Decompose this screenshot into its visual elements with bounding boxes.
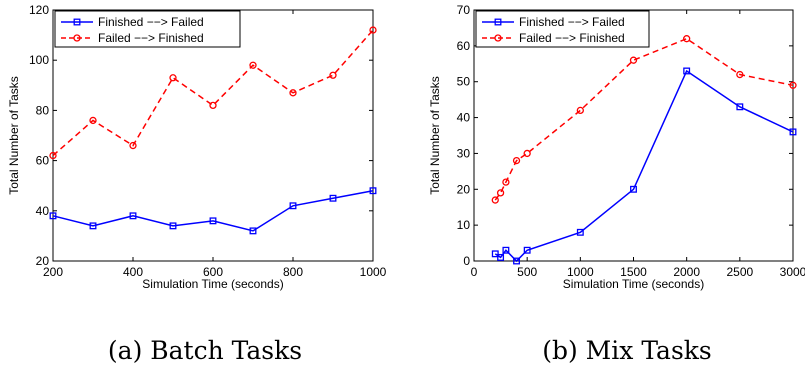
x-tick-label: 0: [471, 265, 478, 279]
y-axis-label: Total Number of Tasks: [428, 76, 442, 195]
x-axis-label: Simulation Time (seconds): [142, 277, 283, 291]
legend-entry-label: Failed −−> Finished: [98, 31, 204, 45]
x-tick-label: 800: [283, 265, 303, 279]
data-point: [512, 156, 521, 165]
data-point: [89, 116, 97, 125]
y-tick-label: 20: [36, 254, 50, 268]
data-point: [523, 149, 531, 158]
series-line: [494, 69, 794, 263]
legend-swatch-marker: [494, 18, 502, 26]
legend-entry-label: Finished −−> Failed: [98, 15, 204, 29]
data-point: [289, 89, 297, 97]
y-tick-label: 60: [457, 39, 471, 53]
y-tick-label: 50: [457, 75, 471, 89]
data-point: [502, 246, 510, 254]
caption-mix-tasks: (b) Mix Tasks: [542, 336, 712, 365]
y-tick-label: 10: [457, 218, 471, 232]
data-point: [169, 74, 177, 82]
series-failed-to-finished: [491, 35, 797, 204]
y-tick-label: 40: [457, 111, 471, 125]
legend: Finished −−> Failed Failed −−> Finished: [475, 10, 650, 48]
x-tick-label: 200: [43, 265, 63, 279]
data-point: [249, 227, 257, 235]
x-tick-label: 500: [517, 265, 537, 279]
data-point: [329, 71, 337, 79]
data-point: [523, 246, 531, 254]
data-point: [491, 196, 499, 204]
data-point: [789, 128, 797, 136]
y-axis-label: Total Number of Tasks: [7, 76, 21, 195]
data-point: [369, 26, 377, 34]
legend-swatch-marker: [73, 34, 81, 42]
data-point: [789, 81, 797, 89]
data-point: [683, 35, 691, 43]
legend-entry-label: Failed −−> Finished: [519, 31, 625, 45]
x-tick-label: 600: [203, 265, 223, 279]
data-point: [49, 212, 57, 220]
y-tick-label: 120: [29, 3, 49, 17]
y-tick-label: 20: [457, 182, 471, 196]
data-point: [496, 189, 505, 197]
data-point: [329, 194, 337, 202]
chart-mix-tasks: 0 500 1000 1500 2000 2500 3000 0 10 20 30 40 50 60 70 S…: [428, 3, 805, 291]
data-point: [209, 101, 217, 110]
x-tick-label: 2000: [673, 265, 700, 279]
x-tick-label: 1500: [620, 265, 647, 279]
legend-entry-label: Finished −−> Failed: [519, 15, 625, 29]
data-point: [289, 202, 297, 210]
series-finished-to-failed: [49, 187, 377, 235]
legend: Finished −−> Failed Failed −−> Finished: [54, 10, 241, 48]
data-point: [736, 70, 744, 79]
x-tick-label: 1000: [567, 265, 594, 279]
data-point: [513, 257, 520, 265]
y-tick-label: 80: [36, 103, 50, 117]
x-tick-label: 1000: [360, 265, 387, 279]
data-point: [683, 67, 691, 75]
x-axis-label: Simulation Time (seconds): [563, 277, 704, 291]
legend-swatch-marker: [73, 18, 81, 26]
series-failed-to-finished: [49, 26, 377, 160]
plot-frame: [52, 9, 374, 262]
x-tick-label: 3000: [780, 265, 805, 279]
y-tick-label: 100: [29, 53, 49, 67]
data-point: [209, 217, 217, 225]
plot-frame: [473, 9, 794, 262]
y-tick-label: 70: [457, 3, 471, 17]
data-point: [736, 103, 744, 111]
series-line: [52, 189, 374, 232]
data-point: [576, 106, 584, 115]
y-tick-label: 0: [463, 254, 470, 268]
legend-box: [475, 10, 650, 48]
data-point: [49, 151, 57, 160]
series-line: [494, 37, 794, 201]
legend-swatch-marker: [494, 34, 502, 42]
series-finished-to-failed: [491, 67, 797, 265]
data-point: [502, 178, 510, 186]
data-point: [129, 212, 137, 220]
series-line: [52, 29, 374, 157]
data-point: [169, 222, 177, 230]
legend-box: [54, 10, 241, 48]
caption-batch-tasks: (a) Batch Tasks: [107, 336, 303, 365]
data-point: [89, 222, 97, 230]
y-tick-label: 40: [36, 204, 50, 218]
data-point: [630, 185, 637, 193]
y-tick-label: 60: [36, 154, 50, 168]
data-point: [576, 228, 584, 236]
data-point: [491, 250, 499, 258]
data-point: [249, 61, 257, 69]
data-point: [129, 141, 137, 150]
x-tick-label: 400: [123, 265, 143, 279]
data-point: [369, 187, 377, 195]
y-tick-label: 30: [457, 146, 471, 160]
data-point: [497, 253, 505, 261]
x-tick-label: 2500: [726, 265, 753, 279]
chart-batch-tasks: 200 400 600 800 1000 20 40 60 80 100 120 Simulation…: [7, 3, 387, 291]
data-point: [629, 56, 638, 64]
